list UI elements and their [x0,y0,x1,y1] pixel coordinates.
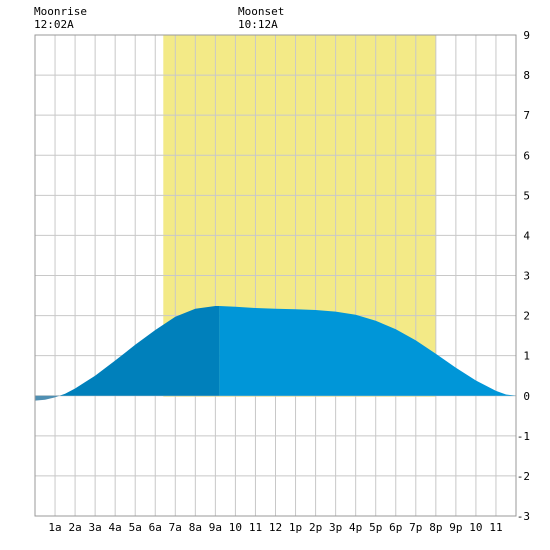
x-tick-label: 5p [369,521,382,534]
x-tick-label: 11 [489,521,502,534]
x-tick-label: 2p [309,521,322,534]
x-tick-label: 8p [429,521,442,534]
y-tick-labels: -3 -2 -1 0 1 2 3 4 5 6 7 8 9 [517,29,531,523]
y-tick-label: 4 [523,229,530,242]
plot-border [34,34,517,517]
x-tick-label: 1p [289,521,302,534]
x-tick-label: 6a [149,521,162,534]
y-tick-label: -1 [517,430,530,443]
x-tick-label: 4p [349,521,362,534]
x-tick-label: 12 [269,521,282,534]
x-tick-label: 11 [249,521,262,534]
y-tick-label: 2 [523,310,530,323]
tide-area-day [219,306,516,396]
x-tick-label: 3a [89,521,102,534]
tide-area-negative [35,395,60,401]
y-tick-label: 1 [523,350,530,363]
y-tick-label: -2 [517,470,530,483]
y-tick-label: 5 [523,189,530,202]
y-tick-label: 9 [523,29,530,42]
x-tick-label: 8a [189,521,202,534]
moonrise-label: Moonrise [34,5,87,18]
x-tick-label: 3p [329,521,342,534]
y-tick-label: 6 [523,149,530,162]
y-tick-label: 8 [523,69,530,82]
tide-area-morning [59,306,220,396]
x-tick-label: 2a [68,521,81,534]
x-tick-label: 10 [229,521,242,534]
x-tick-label: 9p [449,521,462,534]
x-tick-label: 1a [48,521,61,534]
x-tick-label: 4a [109,521,122,534]
x-tick-labels: 1a 2a 3a 4a 5a 6a 7a 8a 9a 10 11 12 1p 2p 3p 4p 5p 6p 7p 8p… [48,521,502,534]
y-tick-label: 3 [523,270,530,283]
moonset-time: 10:12A [238,18,278,31]
x-tick-label: 10 [469,521,482,534]
y-tick-label: 7 [523,109,530,122]
x-tick-label: 6p [389,521,402,534]
y-tick-label: -3 [517,510,530,523]
x-tick-label: 7p [409,521,422,534]
x-tick-label: 9a [209,521,222,534]
x-tick-label: 5a [129,521,142,534]
y-tick-label: 0 [523,390,530,403]
x-tick-label: 7a [169,521,182,534]
moonrise-time: 12:02A [34,18,74,31]
moonset-label: Moonset [238,5,285,18]
